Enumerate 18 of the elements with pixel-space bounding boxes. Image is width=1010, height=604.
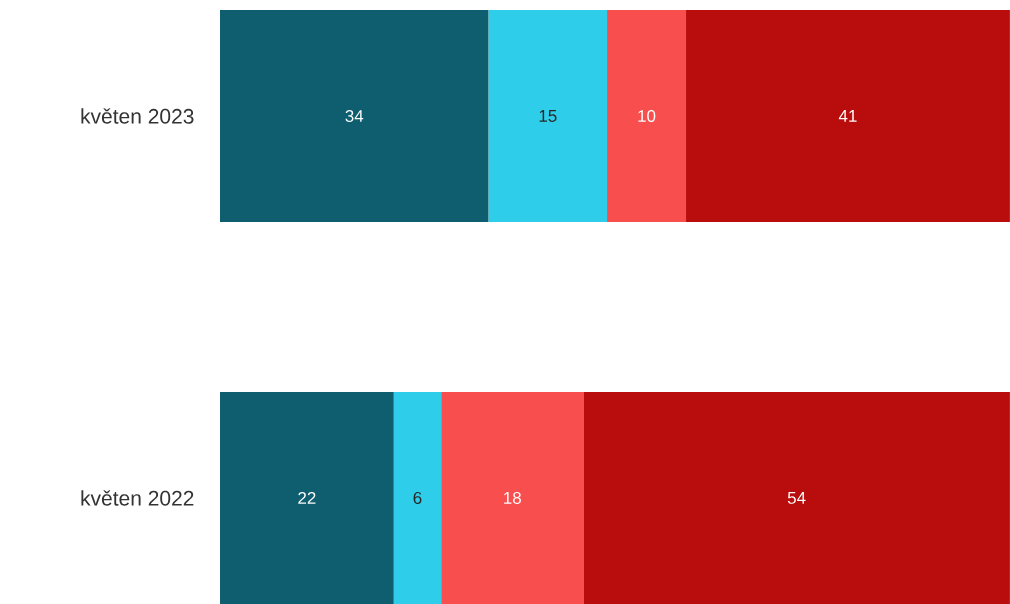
data-label: 34 <box>345 109 364 123</box>
bar <box>219 10 489 223</box>
bar <box>686 10 1010 223</box>
bar <box>219 391 394 604</box>
bar <box>488 10 608 223</box>
data-label: 18 <box>504 491 521 504</box>
data-label: 15 <box>539 110 557 122</box>
bar <box>441 391 584 604</box>
data-label: 22 <box>298 492 316 504</box>
data-label: 10 <box>638 109 656 123</box>
bar <box>393 391 442 604</box>
bar <box>607 10 687 223</box>
data-label: 6 <box>413 491 422 504</box>
y-tick-label: květen 2023 <box>81 108 194 124</box>
data-label: 54 <box>787 492 806 504</box>
y-tick-label: květen 2022 <box>81 490 194 506</box>
bar <box>583 391 1010 604</box>
data-label: 41 <box>838 110 857 122</box>
